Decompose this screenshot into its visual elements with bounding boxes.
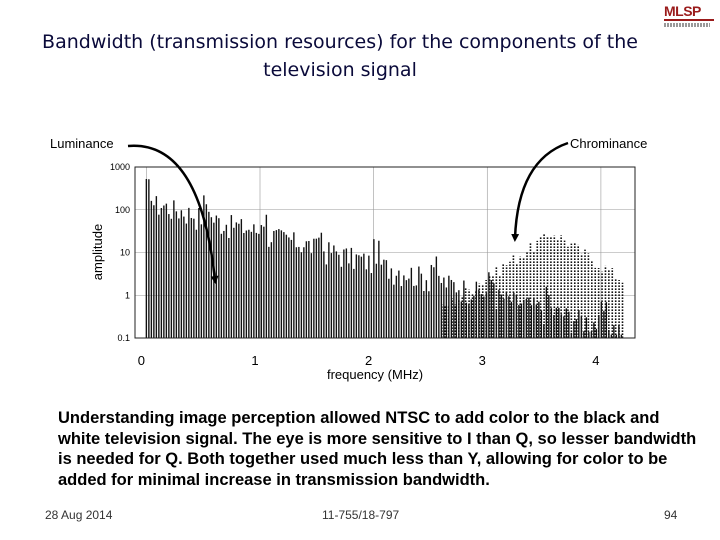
luminance-label: Luminance	[50, 136, 114, 151]
luminance-arrow	[127, 144, 219, 284]
plot-frame	[134, 166, 636, 339]
x-axis-label: frequency (MHz)	[327, 367, 423, 382]
chrominance-label: Chrominance	[570, 136, 648, 151]
footer-course: 11-755/18-797	[322, 508, 400, 522]
axes	[134, 166, 636, 339]
logo-underline	[664, 19, 714, 21]
y-tick-label: 1	[125, 290, 130, 300]
footer-page-number: 94	[664, 508, 678, 522]
y-tick-label: 10	[120, 248, 130, 258]
footer-date: 28 Aug 2014	[45, 508, 113, 522]
x-tick-label: 0	[138, 353, 145, 368]
spectrum-bars	[145, 178, 624, 338]
x-tick-label: 1	[251, 353, 258, 368]
slide-caption: Understanding image perception allowed N…	[58, 409, 697, 489]
y-axis-label: amplitude	[90, 224, 105, 280]
spectrum-chart: 0.1 1 10 100 1000 0 1 2 3 4 amplitude frequency (…	[90, 141, 636, 382]
logo-text: MLSP	[664, 3, 701, 19]
mlsp-logo: MLSP	[664, 4, 716, 34]
y-tick-label: 0.1	[117, 333, 130, 343]
logo-subtext	[664, 23, 710, 27]
tick-labels: 0.1 1 10 100 1000 0 1 2 3 4	[110, 162, 600, 368]
y-tick-label: 1000	[110, 162, 130, 172]
x-tick-label: 2	[365, 353, 372, 368]
y-tick-label: 100	[115, 205, 130, 215]
chrominance-arrow	[511, 141, 569, 242]
slide-title: Bandwidth (transmission resources) for t…	[42, 31, 638, 81]
x-tick-label: 4	[592, 353, 599, 368]
grid-lines	[135, 166, 635, 339]
x-tick-label: 3	[479, 353, 486, 368]
